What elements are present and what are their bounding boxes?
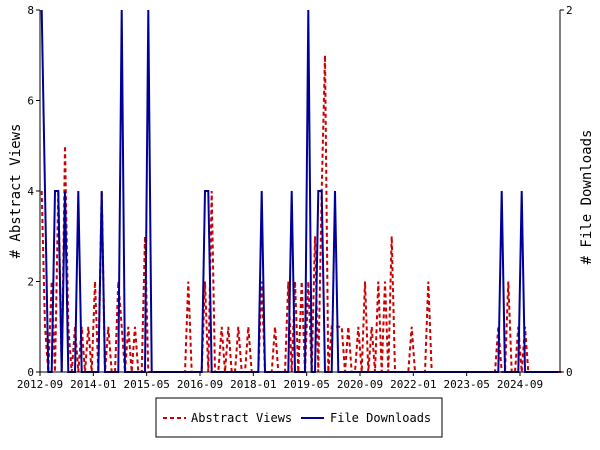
x-tick-label: 2019-05 xyxy=(283,378,329,391)
y-axis-title-left: # Abstract Views xyxy=(8,124,24,259)
x-tick-label: 2015-05 xyxy=(123,378,169,391)
y-tick-label-right: 2 xyxy=(566,4,573,17)
x-tick-label: 2024-09 xyxy=(497,378,543,391)
legend-label-abstract-views: Abstract Views xyxy=(191,411,292,425)
y-tick-label-left: 4 xyxy=(27,185,34,198)
legend-label-file-downloads: File Downloads xyxy=(330,411,431,425)
x-tick-label: 2012-09 xyxy=(17,378,63,391)
y-tick-label-left: 0 xyxy=(27,366,34,379)
x-tick-label: 2023-05 xyxy=(443,378,489,391)
y-axis-title-right: # File Downloads xyxy=(579,130,595,265)
x-tick-label: 2018-01 xyxy=(230,378,276,391)
x-tick-label: 2014-01 xyxy=(70,378,116,391)
legend: Abstract Views File Downloads xyxy=(155,397,443,438)
legend-box xyxy=(155,397,443,438)
y-tick-label-left: 6 xyxy=(27,95,34,108)
x-tick-label: 2016-09 xyxy=(177,378,223,391)
x-tick-label: 2022-01 xyxy=(390,378,436,391)
ticks-layer: 0 2 4 6 8 0 2 2012-09 2014-01 2015-05 2016-09 2018-… xyxy=(17,4,573,391)
y-tick-label-left: 8 xyxy=(27,4,34,17)
y-tick-label-left: 2 xyxy=(27,276,34,289)
y-tick-label-right: 0 xyxy=(566,366,573,379)
x-tick-label: 2020-09 xyxy=(337,378,383,391)
